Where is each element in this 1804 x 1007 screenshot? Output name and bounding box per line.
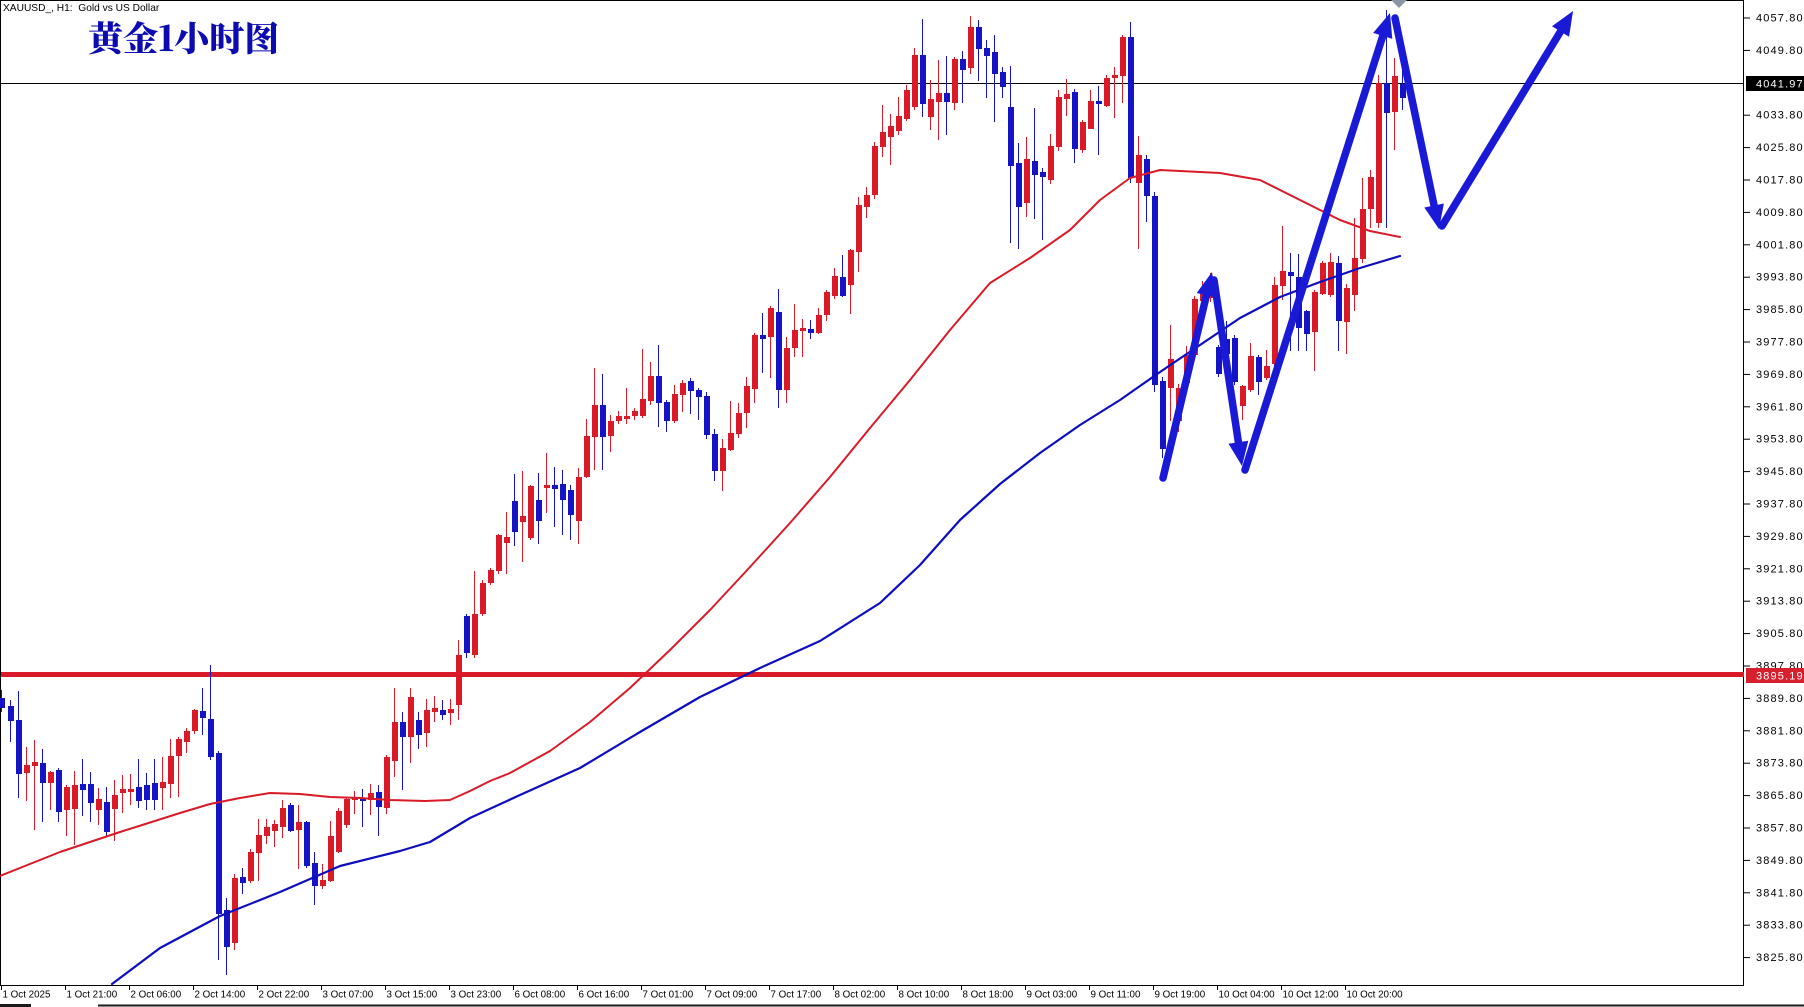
svg-text:4001.80: 4001.80 <box>1756 239 1804 251</box>
svg-text:2 Oct 06:00: 2 Oct 06:00 <box>131 990 182 1001</box>
svg-text:9 Oct 19:00: 9 Oct 19:00 <box>1155 990 1206 1001</box>
svg-text:2 Oct 14:00: 2 Oct 14:00 <box>195 990 246 1001</box>
svg-text:7 Oct 17:00: 7 Oct 17:00 <box>771 990 822 1001</box>
svg-text:3953.80: 3953.80 <box>1756 434 1804 446</box>
svg-text:4009.80: 4009.80 <box>1756 207 1804 219</box>
svg-text:3833.80: 3833.80 <box>1756 920 1804 932</box>
svg-text:3945.80: 3945.80 <box>1756 466 1804 478</box>
svg-text:10 Oct 04:00: 10 Oct 04:00 <box>1219 990 1276 1001</box>
svg-text:3 Oct 07:00: 3 Oct 07:00 <box>323 990 374 1001</box>
svg-text:3961.80: 3961.80 <box>1756 401 1804 413</box>
svg-text:3849.80: 3849.80 <box>1756 855 1804 867</box>
svg-text:4025.80: 4025.80 <box>1756 142 1804 154</box>
svg-text:9 Oct 11:00: 9 Oct 11:00 <box>1091 990 1141 1001</box>
svg-text:3937.80: 3937.80 <box>1756 499 1804 511</box>
svg-text:3825.80: 3825.80 <box>1756 952 1804 964</box>
svg-text:3895.19: 3895.19 <box>1756 671 1804 683</box>
svg-text:8 Oct 10:00: 8 Oct 10:00 <box>899 990 950 1001</box>
svg-text:3921.80: 3921.80 <box>1756 563 1804 575</box>
svg-text:3857.80: 3857.80 <box>1756 823 1804 835</box>
svg-text:3905.80: 3905.80 <box>1756 628 1804 640</box>
svg-text:6 Oct 16:00: 6 Oct 16:00 <box>579 990 630 1001</box>
svg-text:3 Oct 15:00: 3 Oct 15:00 <box>387 990 438 1001</box>
svg-text:7 Oct 09:00: 7 Oct 09:00 <box>707 990 758 1001</box>
svg-text:3985.80: 3985.80 <box>1756 304 1804 316</box>
svg-text:XAUUSD_, H1: Gold vs US Dolla: XAUUSD_, H1: Gold vs US Dollar <box>3 3 160 14</box>
svg-text:4017.80: 4017.80 <box>1756 175 1804 187</box>
svg-text:2 Oct 22:00: 2 Oct 22:00 <box>259 990 310 1001</box>
svg-text:3873.80: 3873.80 <box>1756 758 1804 770</box>
svg-text:1 Oct 21:00: 1 Oct 21:00 <box>67 990 118 1001</box>
svg-text:8 Oct 02:00: 8 Oct 02:00 <box>835 990 886 1001</box>
svg-text:3969.80: 3969.80 <box>1756 369 1804 381</box>
svg-text:4049.80: 4049.80 <box>1756 45 1804 57</box>
svg-text:4041.97: 4041.97 <box>1756 79 1804 91</box>
svg-text:3993.80: 3993.80 <box>1756 272 1804 284</box>
svg-text:4033.80: 4033.80 <box>1756 110 1804 122</box>
svg-text:3881.80: 3881.80 <box>1756 725 1804 737</box>
svg-text:10 Oct 20:00: 10 Oct 20:00 <box>1347 990 1404 1001</box>
svg-text:3913.80: 3913.80 <box>1756 596 1804 608</box>
svg-text:3841.80: 3841.80 <box>1756 887 1804 899</box>
svg-text:3977.80: 3977.80 <box>1756 337 1804 349</box>
svg-text:3889.80: 3889.80 <box>1756 693 1804 705</box>
svg-text:6 Oct 08:00: 6 Oct 08:00 <box>515 990 566 1001</box>
svg-text:9 Oct 03:00: 9 Oct 03:00 <box>1027 990 1078 1001</box>
svg-text:4057.80: 4057.80 <box>1756 13 1804 25</box>
svg-text:3 Oct 23:00: 3 Oct 23:00 <box>451 990 502 1001</box>
svg-text:3929.80: 3929.80 <box>1756 531 1804 543</box>
svg-text:7 Oct 01:00: 7 Oct 01:00 <box>643 990 694 1001</box>
svg-text:1 Oct 2025: 1 Oct 2025 <box>3 990 51 1001</box>
svg-text:10 Oct 12:00: 10 Oct 12:00 <box>1283 990 1340 1001</box>
svg-text:3865.80: 3865.80 <box>1756 790 1804 802</box>
svg-text:8 Oct 18:00: 8 Oct 18:00 <box>963 990 1014 1001</box>
